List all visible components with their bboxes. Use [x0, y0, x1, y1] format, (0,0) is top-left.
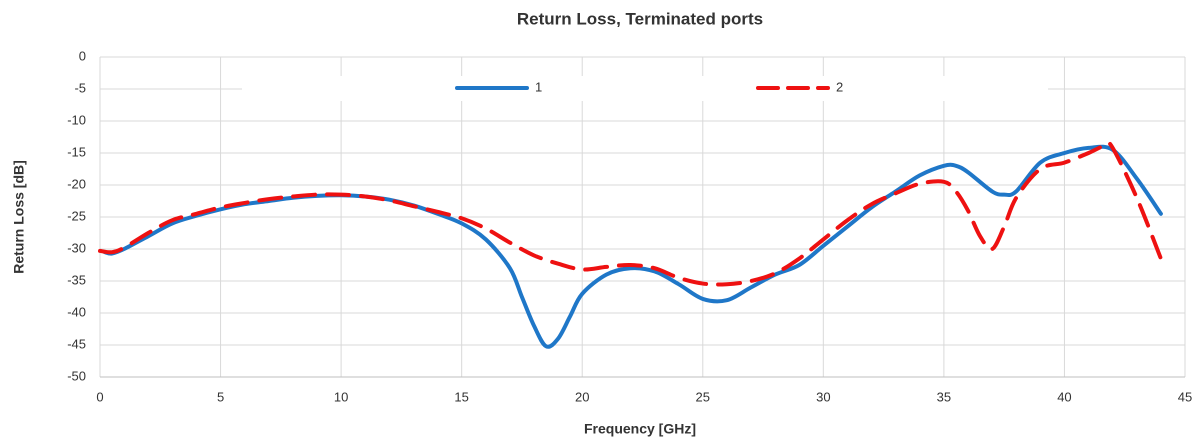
- x-tick-label: 35: [937, 389, 951, 404]
- x-tick-label: 45: [1178, 389, 1192, 404]
- y-tick-label: 0: [79, 48, 86, 63]
- y-tick-label: -30: [67, 240, 86, 255]
- y-tick-label: -15: [67, 144, 86, 159]
- y-tick-label: -25: [67, 208, 86, 223]
- legend-label: 1: [535, 79, 542, 94]
- y-tick-label: -50: [67, 368, 86, 383]
- x-tick-label: 30: [816, 389, 830, 404]
- y-tick-label: -5: [74, 80, 86, 95]
- x-tick-label: 10: [334, 389, 348, 404]
- y-tick-label: -20: [67, 176, 86, 191]
- legend-box: [242, 76, 1048, 101]
- line-series: [98, 141, 1163, 287]
- x-tick-label: 15: [454, 389, 468, 404]
- y-tick-label: -40: [67, 304, 86, 319]
- x-tick-label: 5: [217, 389, 224, 404]
- y-tick-label: -10: [67, 112, 86, 127]
- y-tick-label: -35: [67, 272, 86, 287]
- chart-title: Return Loss, Terminated ports: [517, 9, 763, 28]
- y-axis-label: Return Loss [dB]: [11, 160, 27, 274]
- line-series: [102, 144, 1163, 349]
- y-tick-label: -45: [67, 336, 86, 351]
- x-tick-label: 25: [696, 389, 710, 404]
- x-tick-label: 0: [96, 389, 103, 404]
- x-tick-label: 20: [575, 389, 589, 404]
- legend-label: 2: [836, 79, 843, 94]
- x-axis-label: Frequency [GHz]: [584, 421, 696, 437]
- x-tick-label: 40: [1057, 389, 1071, 404]
